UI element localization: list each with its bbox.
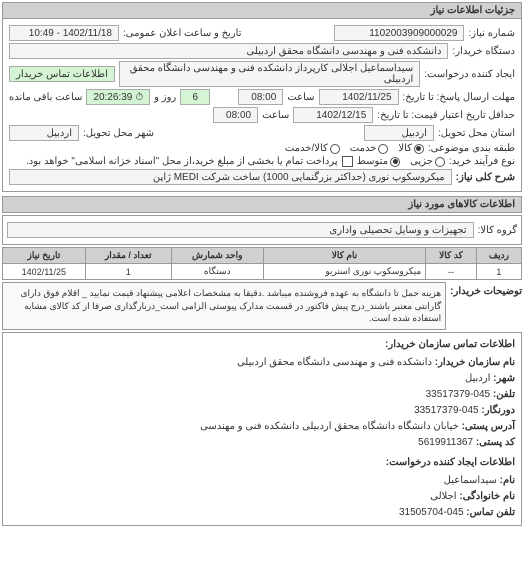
org-value: دانشکده فنی و مهندسی دانشگاه محقق اردبیل… [237,357,432,368]
buyer-value: دانشکده فنی و مهندسی دانشگاه محقق اردبیل… [9,43,448,59]
radio-goods[interactable] [414,144,424,154]
price-validity-hour: 08:00 [213,107,258,123]
deadline-date: 1402/11/25 [319,89,399,105]
phone2-value: 045-31505704 [399,507,464,518]
pay-checkbox[interactable] [342,156,353,167]
cell-name: میکروسکوپ نوری استریو [263,264,425,280]
col-unit: واحد شمارش [171,248,263,264]
col-date: تاریخ نیاز [3,248,86,264]
city-value: اردبیل [465,373,490,384]
city-label: شهر: [493,373,515,384]
price-validity-label: حداقل تاریخ اعتبار قیمت: تا تاریخ: [377,110,515,121]
col-code: کد کالا [426,248,477,264]
radio-medium-label: متوسط [357,156,388,167]
goods-group: تجهیزات و وسایل تحصیلی واداری [7,222,474,238]
request-type-radios: جزیی متوسط [357,156,445,167]
radio-low-label: جزیی [410,156,433,167]
price-validity-date: 1402/12/15 [293,107,373,123]
deadline-hour-label: ساعت [287,92,314,103]
subject-value: میکروسکوپ نوری (حداکثر بزرگنمایی 1000) س… [9,169,452,185]
table-row: 1 -- میکروسکوپ نوری استریو دستگاه 1 1402… [3,264,522,280]
deadline-hour: 08:00 [238,89,283,105]
address-label: آدرس پستی: [462,421,515,432]
cell-code: -- [426,264,477,280]
name-value: سیداسماعیل [444,475,497,486]
cell-row: 1 [476,264,521,280]
contact-buyer-title: اطلاعات تماس سازمان خریدار: [9,337,515,353]
col-qty: تعداد / مقدار [85,248,171,264]
postcode-label: کد پستی: [476,437,515,448]
goods-section-title: اطلاعات کالاهای مورد نیاز [2,196,522,213]
address-value: خیابان دانشگاه دانشگاه محقق اردبیلی دانش… [200,421,459,432]
fax-value: 045-33517379 [414,405,479,416]
public-date-label: تاریخ و ساعت اعلان عمومی: [123,28,242,39]
grouping-radios: کالا خدمت کالا/خدمت [285,143,424,154]
days-remaining: 6 [180,89,210,105]
days-remaining-label: روز و [154,92,176,103]
org-label: نام سازمان خریدار: [435,357,515,368]
family-value: اجلالی [430,491,456,502]
request-type-label: نوع فرآیند خرید: [449,156,515,167]
time-remaining: 20:26:39 [86,89,150,105]
panel-header: جزئیات اطلاعات نیاز [3,3,521,19]
col-row: ردیف [476,248,521,264]
radio-goods-label: کالا [398,143,412,154]
delivery-province-label: استان محل تحویل: [438,128,515,139]
contact-creator-title: اطلاعات ایجاد کننده درخواست: [9,455,515,471]
contact-buyer-button[interactable]: اطلاعات تماس خریدار [9,66,115,82]
public-date-value: 1402/11/18 - 10:49 [9,25,119,41]
radio-service-label: خدمت [350,143,377,154]
subject-label: شرح کلی نیاز: [456,172,515,183]
name-label: نام: [500,475,515,486]
delivery-city: اردبیل [9,125,79,141]
radio-low[interactable] [435,157,445,167]
number-label: شماره نیاز: [468,28,515,39]
deadline-label: مهلت ارسال پاسخ: تا تاریخ: [403,92,515,103]
fax-label: دورنگار: [481,405,515,416]
phone-value: 045-33517379 [426,389,491,400]
pay-note: پرداخت تمام یا بخشی از مبلغ خرید،از محل … [26,156,338,167]
goods-group-label: گروه کالا: [478,225,517,236]
radio-goods-service[interactable] [330,144,340,154]
phone2-label: تلفن تماس: [466,507,515,518]
buyer-notes-label: توضیحات خریدار: [450,282,522,297]
cell-unit: دستگاه [171,264,263,280]
buyer-notes-text: هزینه حمل تا دانشگاه به عهده فروشنده میب… [2,282,446,330]
buyer-label: دستگاه خریدار: [452,46,515,57]
cell-qty: 1 [85,264,171,280]
creator-label: ایجاد کننده درخواست: [424,69,515,80]
postcode-value: 5619911367 [418,437,473,448]
family-label: نام خانوادگی: [459,491,515,502]
cell-date: 1402/11/25 [3,264,86,280]
time-remaining-label: ساعت باقی مانده [9,92,82,103]
phone-label: تلفن: [493,389,515,400]
col-name: نام کالا [263,248,425,264]
delivery-province: اردبیل [364,125,434,141]
price-validity-hour-label: ساعت [262,110,289,121]
radio-service[interactable] [378,144,388,154]
goods-table: ردیف کد کالا نام کالا واحد شمارش تعداد /… [2,247,522,280]
delivery-city-label: شهر محل تحویل: [83,128,154,139]
radio-medium[interactable] [390,157,400,167]
creator-value: سیداسماعیل اجلالی کارپرداز دانشکده فنی و… [119,61,420,87]
grouping-label: طبقه بندی موضوعی: [428,143,515,154]
radio-goods-service-label: کالا/خدمت [285,143,328,154]
number-value: 1102003909000029 [334,25,464,41]
